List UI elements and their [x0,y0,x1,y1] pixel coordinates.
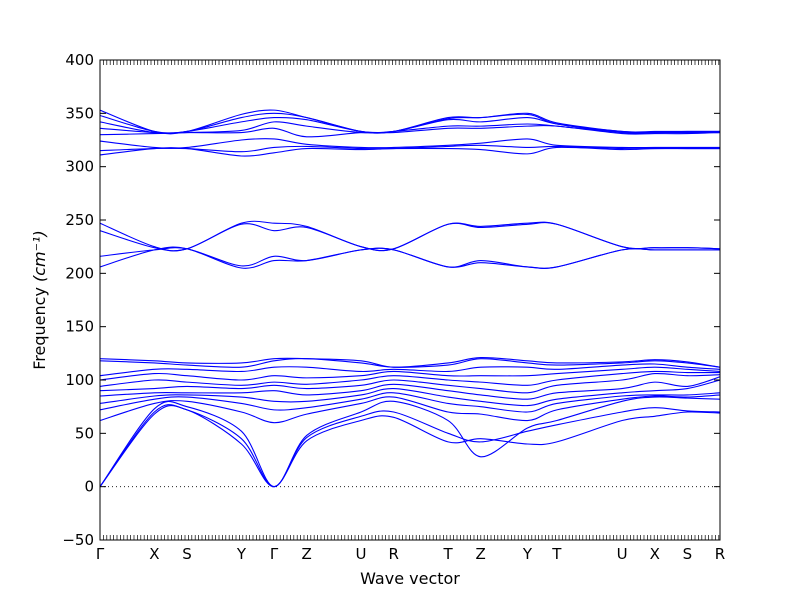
x-tick-label: R [715,545,725,563]
x-tick-label: Γ [270,545,279,563]
x-tick-label: Γ [96,545,105,563]
x-tick-label: U [356,545,367,563]
band-line-2 [100,404,720,488]
y-axis-label: Frequency (cm⁻¹) [30,230,49,369]
band-line-18 [100,146,720,157]
x-tick-label: Z [476,545,486,563]
band-lines [100,109,720,488]
band-line-5 [100,392,720,413]
y-tick-label: 200 [65,264,94,282]
band-line-13 [100,357,720,368]
band-line-25 [100,109,720,135]
band-line-17 [100,220,720,252]
x-tick-label: Z [302,545,312,563]
band-line-10 [100,366,720,381]
x-tick-label: Y [522,545,533,563]
y-tick-label: 150 [65,318,94,336]
x-tick-label: Y [236,545,247,563]
band-line-21 [100,124,720,138]
band-line-9 [100,370,720,387]
y-tick-label: −50 [62,531,94,549]
y-tick-label: 0 [84,478,94,496]
x-tick-label: S [182,545,192,563]
y-tick-label: 350 [65,104,94,122]
band-line-15 [100,247,720,269]
y-tick-label: 100 [65,371,94,389]
x-tick-label: X [149,545,159,563]
y-tick-label: 50 [75,424,94,442]
band-line-3 [100,396,720,488]
x-tick-label: R [388,545,398,563]
x-tick-label: S [683,545,693,563]
x-axis-label: Wave vector [360,569,460,588]
band-line-8 [100,372,720,394]
band-line-19 [100,144,720,153]
plot-frame [99,59,721,541]
x-tick-label: X [650,545,660,563]
x-tick-label: U [617,545,628,563]
y-tick-label: 250 [65,211,94,229]
x-tick-label: T [442,545,453,563]
band-line-12 [100,358,720,368]
y-tick-label: 400 [65,51,94,69]
band-line-1 [100,405,720,488]
band-line-20 [100,138,720,149]
y-tick-label: 300 [65,158,94,176]
band-line-7 [100,376,720,400]
band-line-11 [100,363,720,377]
x-tick-label: T [551,545,562,563]
band-line-4 [100,394,720,424]
band-line-6 [100,379,720,407]
